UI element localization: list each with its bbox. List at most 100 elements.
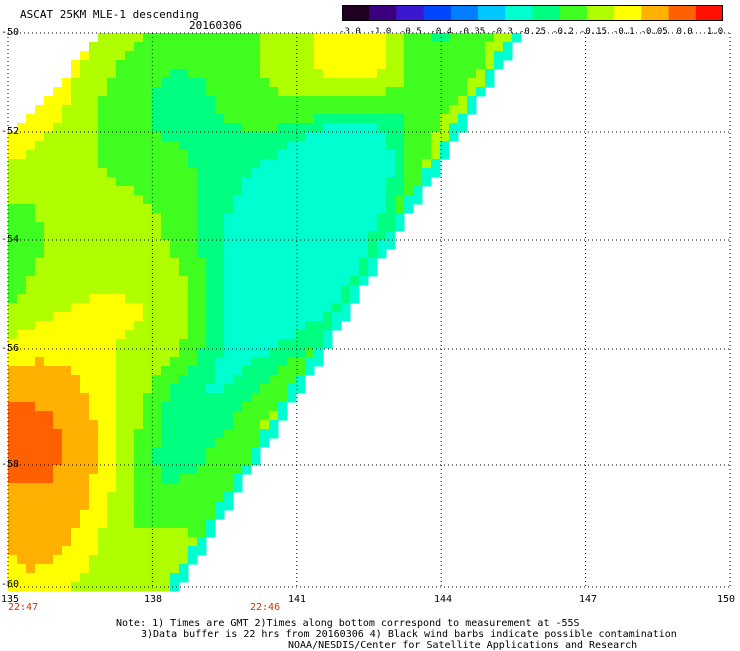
swath-cell bbox=[80, 141, 90, 151]
swath-cell bbox=[89, 87, 99, 97]
swath-cell bbox=[26, 330, 36, 340]
swath-cell bbox=[233, 357, 243, 367]
swath-cell bbox=[368, 213, 378, 223]
swath-cell bbox=[269, 339, 279, 349]
swath-cell bbox=[197, 96, 207, 106]
swath-cell bbox=[98, 96, 108, 106]
swath-cell bbox=[395, 96, 405, 106]
swath-cell bbox=[413, 168, 423, 178]
swath-cell bbox=[314, 357, 324, 367]
swath-cell bbox=[134, 96, 144, 106]
swath-cell bbox=[287, 249, 297, 259]
swath-cell bbox=[197, 366, 207, 376]
swath-cell bbox=[359, 42, 369, 52]
lat-label-58: -58 bbox=[1, 459, 20, 470]
swath-cell bbox=[161, 447, 171, 457]
swath-cell bbox=[269, 375, 279, 385]
swath-cell bbox=[377, 150, 387, 160]
swath-cell bbox=[323, 186, 333, 196]
swath-cell bbox=[206, 492, 216, 502]
swath-cell bbox=[386, 51, 396, 61]
swath-cell bbox=[152, 555, 162, 565]
swath-cell bbox=[35, 564, 45, 574]
swath-cell bbox=[206, 51, 216, 61]
swath-cell bbox=[107, 537, 117, 547]
swath-cell bbox=[170, 384, 180, 394]
swath-cell bbox=[62, 204, 72, 214]
swath-cell bbox=[341, 123, 351, 133]
swath-cell bbox=[143, 42, 153, 52]
swath-cell bbox=[125, 447, 135, 457]
swath-cell bbox=[143, 348, 153, 358]
swath-cell bbox=[152, 357, 162, 367]
swath-cell bbox=[134, 132, 144, 142]
swath-cell bbox=[296, 303, 306, 313]
swath-cell bbox=[179, 555, 189, 565]
swath-cell bbox=[134, 33, 144, 43]
swath-cell bbox=[260, 159, 270, 169]
swath-cell bbox=[242, 141, 252, 151]
swath-cell bbox=[62, 573, 72, 583]
swath-cell bbox=[53, 429, 63, 439]
swath-cell bbox=[116, 33, 126, 43]
swath-cell bbox=[233, 294, 243, 304]
swath-cell bbox=[134, 141, 144, 151]
swath-cell bbox=[188, 429, 198, 439]
swath-cell bbox=[179, 276, 189, 286]
swath-cell bbox=[89, 258, 99, 268]
swath-cell bbox=[80, 87, 90, 97]
swath-cell bbox=[449, 78, 459, 88]
swath-cell bbox=[80, 249, 90, 259]
swath-cell bbox=[206, 285, 216, 295]
swath-cell bbox=[296, 375, 306, 385]
swath-cell bbox=[26, 132, 36, 142]
swath-cell bbox=[260, 258, 270, 268]
swath-cell bbox=[242, 87, 252, 97]
swath-cell bbox=[89, 438, 99, 448]
swath-cell bbox=[188, 285, 198, 295]
swath-cell bbox=[125, 528, 135, 538]
swath-cell bbox=[8, 420, 18, 430]
swath-cell bbox=[179, 285, 189, 295]
swath-cell bbox=[62, 456, 72, 466]
swath-cell bbox=[62, 294, 72, 304]
swath-cell bbox=[134, 114, 144, 124]
swath-cell bbox=[260, 222, 270, 232]
swath-cell bbox=[26, 303, 36, 313]
swath-cell bbox=[359, 195, 369, 205]
swath-cell bbox=[215, 249, 225, 259]
swath-cell bbox=[35, 132, 45, 142]
swath-cell bbox=[44, 267, 54, 277]
swath-cell bbox=[224, 303, 234, 313]
swath-cell bbox=[305, 123, 315, 133]
swath-cell bbox=[179, 501, 189, 511]
swath-cell bbox=[26, 366, 36, 376]
swath-cell bbox=[197, 348, 207, 358]
swath-cell bbox=[62, 555, 72, 565]
swath-cell bbox=[305, 69, 315, 79]
swath-cell bbox=[152, 150, 162, 160]
swath-cell bbox=[287, 285, 297, 295]
swath-cell bbox=[359, 150, 369, 160]
swath-cell bbox=[296, 141, 306, 151]
swath-cell bbox=[26, 186, 36, 196]
swath-cell bbox=[125, 438, 135, 448]
swath-cell bbox=[395, 159, 405, 169]
swath-cell bbox=[368, 267, 378, 277]
swath-cell bbox=[107, 222, 117, 232]
swath-cell bbox=[215, 150, 225, 160]
swath-cell bbox=[179, 60, 189, 70]
swath-cell bbox=[89, 105, 99, 115]
swath-cell bbox=[35, 321, 45, 331]
swath-cell bbox=[206, 222, 216, 232]
swath-cell bbox=[224, 312, 234, 322]
swath-cell bbox=[278, 393, 288, 403]
swath-cell bbox=[89, 456, 99, 466]
swath-cell bbox=[170, 456, 180, 466]
swath-cell bbox=[431, 87, 441, 97]
swath-cell bbox=[341, 213, 351, 223]
swath-cell bbox=[98, 528, 108, 538]
swath-cell bbox=[494, 60, 504, 70]
swath-cell bbox=[98, 465, 108, 475]
swath-cell bbox=[377, 231, 387, 241]
